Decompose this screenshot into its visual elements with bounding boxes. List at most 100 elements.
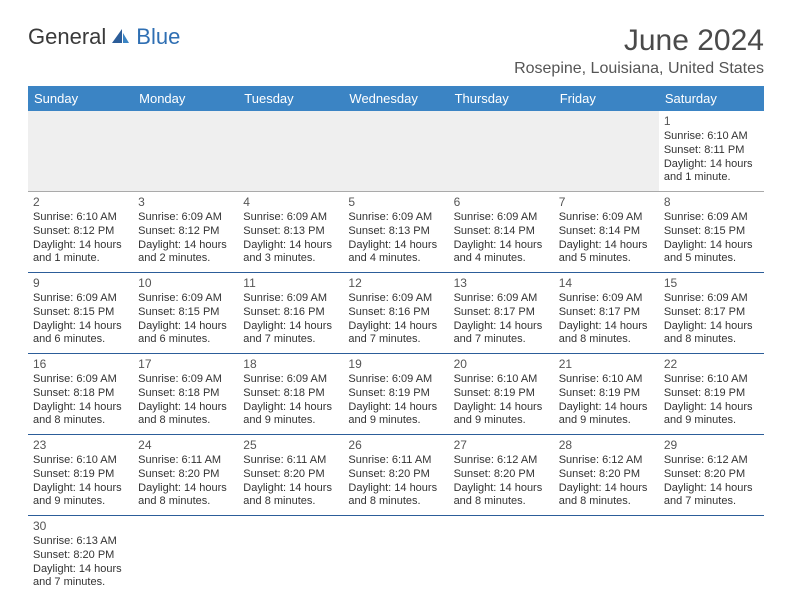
calendar-cell: 14Sunrise: 6:09 AMSunset: 8:17 PMDayligh… — [554, 273, 659, 354]
calendar-row: 2Sunrise: 6:10 AMSunset: 8:12 PMDaylight… — [28, 192, 764, 273]
day-number: 29 — [664, 438, 759, 453]
daylight-text: Daylight: 14 hours and 3 minutes. — [243, 239, 338, 267]
sunset-text: Sunset: 8:15 PM — [33, 306, 128, 320]
calendar-cell — [133, 516, 238, 597]
calendar-body: 1Sunrise: 6:10 AMSunset: 8:11 PMDaylight… — [28, 111, 764, 596]
day-number: 20 — [454, 357, 549, 372]
daylight-text: Daylight: 14 hours and 9 minutes. — [348, 401, 443, 429]
weekday-saturday: Saturday — [659, 86, 764, 111]
daylight-text: Daylight: 14 hours and 6 minutes. — [33, 320, 128, 348]
calendar-cell: 8Sunrise: 6:09 AMSunset: 8:15 PMDaylight… — [659, 192, 764, 273]
day-number: 3 — [138, 195, 233, 210]
weekday-tuesday: Tuesday — [238, 86, 343, 111]
sunset-text: Sunset: 8:17 PM — [559, 306, 654, 320]
daylight-text: Daylight: 14 hours and 8 minutes. — [243, 482, 338, 510]
daylight-text: Daylight: 14 hours and 9 minutes. — [664, 401, 759, 429]
sunrise-text: Sunrise: 6:09 AM — [559, 211, 654, 225]
sunrise-text: Sunrise: 6:11 AM — [138, 454, 233, 468]
calendar-cell: 17Sunrise: 6:09 AMSunset: 8:18 PMDayligh… — [133, 354, 238, 435]
day-number: 11 — [243, 276, 338, 291]
sunset-text: Sunset: 8:19 PM — [454, 387, 549, 401]
sunrise-text: Sunrise: 6:10 AM — [33, 454, 128, 468]
sunrise-text: Sunrise: 6:09 AM — [664, 292, 759, 306]
calendar-cell: 13Sunrise: 6:09 AMSunset: 8:17 PMDayligh… — [449, 273, 554, 354]
sunrise-text: Sunrise: 6:10 AM — [454, 373, 549, 387]
sunset-text: Sunset: 8:16 PM — [348, 306, 443, 320]
daylight-text: Daylight: 14 hours and 9 minutes. — [454, 401, 549, 429]
day-number: 18 — [243, 357, 338, 372]
sunset-text: Sunset: 8:13 PM — [348, 225, 443, 239]
calendar-cell: 10Sunrise: 6:09 AMSunset: 8:15 PMDayligh… — [133, 273, 238, 354]
day-number: 13 — [454, 276, 549, 291]
logo-sail-icon — [110, 25, 130, 51]
sunset-text: Sunset: 8:18 PM — [243, 387, 338, 401]
calendar-cell — [343, 516, 448, 597]
sunrise-text: Sunrise: 6:10 AM — [559, 373, 654, 387]
calendar-cell: 28Sunrise: 6:12 AMSunset: 8:20 PMDayligh… — [554, 435, 659, 516]
calendar-cell: 16Sunrise: 6:09 AMSunset: 8:18 PMDayligh… — [28, 354, 133, 435]
calendar-row: 30Sunrise: 6:13 AMSunset: 8:20 PMDayligh… — [28, 516, 764, 597]
sunset-text: Sunset: 8:15 PM — [138, 306, 233, 320]
logo-text-general: General — [28, 24, 106, 50]
sunrise-text: Sunrise: 6:11 AM — [243, 454, 338, 468]
sunrise-text: Sunrise: 6:10 AM — [664, 373, 759, 387]
daylight-text: Daylight: 14 hours and 8 minutes. — [559, 320, 654, 348]
daylight-text: Daylight: 14 hours and 7 minutes. — [33, 563, 128, 591]
day-number: 8 — [664, 195, 759, 210]
calendar-cell: 24Sunrise: 6:11 AMSunset: 8:20 PMDayligh… — [133, 435, 238, 516]
sunrise-text: Sunrise: 6:09 AM — [348, 292, 443, 306]
sunset-text: Sunset: 8:12 PM — [33, 225, 128, 239]
calendar-cell: 1Sunrise: 6:10 AMSunset: 8:11 PMDaylight… — [659, 111, 764, 192]
calendar-cell: 19Sunrise: 6:09 AMSunset: 8:19 PMDayligh… — [343, 354, 448, 435]
sunrise-text: Sunrise: 6:09 AM — [138, 211, 233, 225]
day-number: 15 — [664, 276, 759, 291]
sunrise-text: Sunrise: 6:09 AM — [559, 292, 654, 306]
sunset-text: Sunset: 8:19 PM — [664, 387, 759, 401]
sunrise-text: Sunrise: 6:11 AM — [348, 454, 443, 468]
daylight-text: Daylight: 14 hours and 8 minutes. — [138, 482, 233, 510]
sunrise-text: Sunrise: 6:09 AM — [348, 373, 443, 387]
weekday-header-row: Sunday Monday Tuesday Wednesday Thursday… — [28, 86, 764, 111]
calendar-cell: 30Sunrise: 6:13 AMSunset: 8:20 PMDayligh… — [28, 516, 133, 597]
title-block: June 2024 Rosepine, Louisiana, United St… — [514, 24, 764, 78]
calendar-cell: 21Sunrise: 6:10 AMSunset: 8:19 PMDayligh… — [554, 354, 659, 435]
day-number: 10 — [138, 276, 233, 291]
day-number: 2 — [33, 195, 128, 210]
calendar-cell — [133, 111, 238, 192]
calendar-cell — [449, 516, 554, 597]
sunrise-text: Sunrise: 6:12 AM — [664, 454, 759, 468]
day-number: 24 — [138, 438, 233, 453]
daylight-text: Daylight: 14 hours and 7 minutes. — [243, 320, 338, 348]
sunrise-text: Sunrise: 6:10 AM — [33, 211, 128, 225]
sunrise-text: Sunrise: 6:09 AM — [33, 373, 128, 387]
sunset-text: Sunset: 8:20 PM — [559, 468, 654, 482]
calendar-cell: 18Sunrise: 6:09 AMSunset: 8:18 PMDayligh… — [238, 354, 343, 435]
daylight-text: Daylight: 14 hours and 4 minutes. — [348, 239, 443, 267]
sunset-text: Sunset: 8:20 PM — [243, 468, 338, 482]
calendar-cell — [554, 516, 659, 597]
calendar-cell: 20Sunrise: 6:10 AMSunset: 8:19 PMDayligh… — [449, 354, 554, 435]
daylight-text: Daylight: 14 hours and 8 minutes. — [138, 401, 233, 429]
sunrise-text: Sunrise: 6:09 AM — [243, 211, 338, 225]
day-number: 27 — [454, 438, 549, 453]
calendar-cell — [238, 111, 343, 192]
calendar-cell: 26Sunrise: 6:11 AMSunset: 8:20 PMDayligh… — [343, 435, 448, 516]
day-number: 30 — [33, 519, 128, 534]
day-number: 16 — [33, 357, 128, 372]
sunrise-text: Sunrise: 6:09 AM — [454, 211, 549, 225]
sunset-text: Sunset: 8:20 PM — [664, 468, 759, 482]
calendar-cell: 15Sunrise: 6:09 AMSunset: 8:17 PMDayligh… — [659, 273, 764, 354]
sunrise-text: Sunrise: 6:09 AM — [243, 292, 338, 306]
daylight-text: Daylight: 14 hours and 1 minute. — [33, 239, 128, 267]
daylight-text: Daylight: 14 hours and 5 minutes. — [559, 239, 654, 267]
sunset-text: Sunset: 8:14 PM — [559, 225, 654, 239]
sunrise-text: Sunrise: 6:13 AM — [33, 535, 128, 549]
calendar-row: 1Sunrise: 6:10 AMSunset: 8:11 PMDaylight… — [28, 111, 764, 192]
day-number: 9 — [33, 276, 128, 291]
sunset-text: Sunset: 8:18 PM — [33, 387, 128, 401]
calendar-cell: 5Sunrise: 6:09 AMSunset: 8:13 PMDaylight… — [343, 192, 448, 273]
sunset-text: Sunset: 8:20 PM — [138, 468, 233, 482]
calendar-cell: 2Sunrise: 6:10 AMSunset: 8:12 PMDaylight… — [28, 192, 133, 273]
weekday-wednesday: Wednesday — [343, 86, 448, 111]
sunrise-text: Sunrise: 6:12 AM — [559, 454, 654, 468]
